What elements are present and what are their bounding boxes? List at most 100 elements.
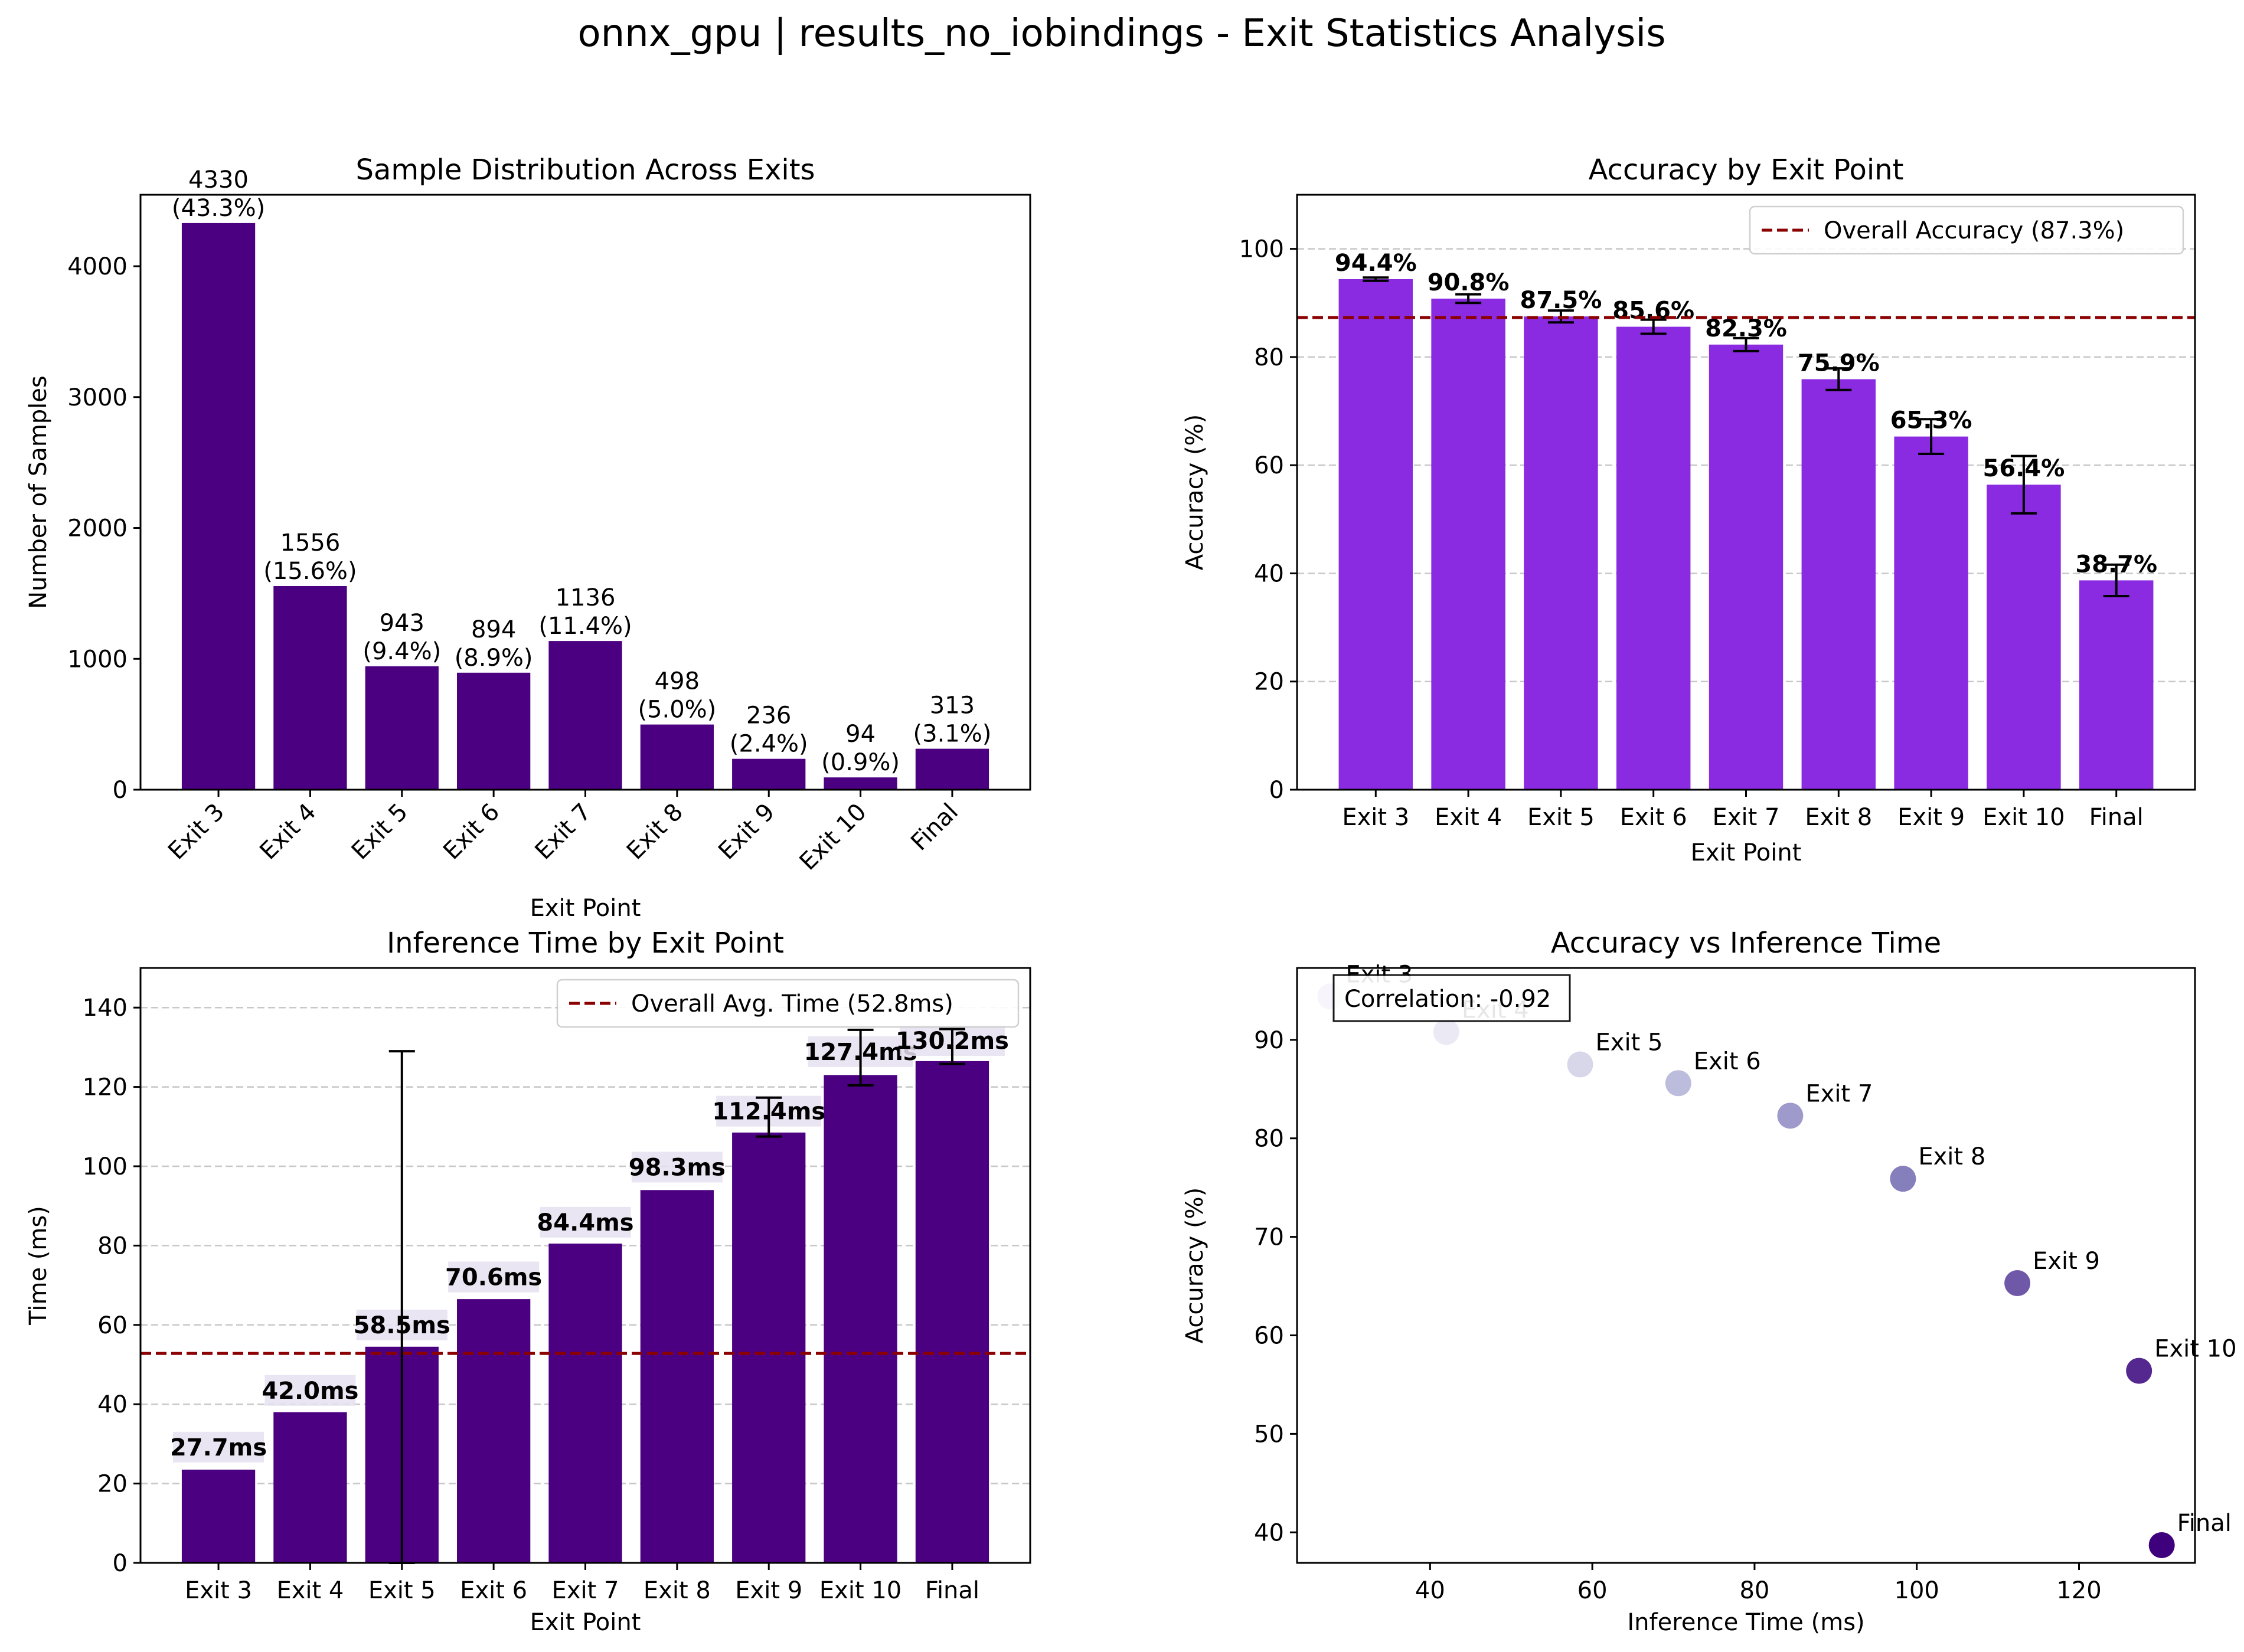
- y-axis-label: Time (ms): [25, 1206, 52, 1326]
- bar-value-label: 94.4%: [1335, 250, 1417, 277]
- bar-value-label: 84.4ms: [537, 1209, 633, 1236]
- bar: [181, 1470, 256, 1563]
- y-tick-label: 60: [1254, 1322, 1284, 1349]
- y-tick-label: 40: [1254, 1519, 1284, 1546]
- x-axis-label: Exit Point: [1691, 839, 1802, 866]
- scatter-point: [1567, 1051, 1593, 1078]
- y-tick-label: 70: [1254, 1224, 1284, 1251]
- bar: [1524, 316, 1598, 790]
- scatter-point: [1777, 1103, 1804, 1129]
- bar-value-label: 90.8%: [1428, 269, 1510, 296]
- bar: [1338, 279, 1413, 790]
- x-tick-label: Final: [2089, 804, 2144, 831]
- y-tick-label: 2000: [67, 515, 128, 542]
- value-label-box: [264, 1375, 356, 1406]
- x-tick-label: Exit 9: [1897, 804, 1965, 831]
- x-tick-label: 40: [1415, 1577, 1445, 1604]
- x-tick-label: Exit 6: [1620, 804, 1687, 831]
- point-label: Exit 7: [1805, 1080, 1873, 1107]
- bar: [640, 724, 714, 790]
- value-label-box: [448, 1261, 540, 1293]
- y-tick-label: 20: [97, 1471, 128, 1498]
- x-tick-label: Exit 8: [1805, 804, 1872, 831]
- accuracy-by-exit-frame: [1296, 194, 2196, 791]
- bar-percent-label: (11.4%): [538, 613, 632, 640]
- x-tick-label: Exit 3: [1342, 804, 1409, 831]
- bar-percent-label: (43.3%): [172, 195, 265, 222]
- x-tick-label: Final: [925, 1577, 979, 1604]
- bar-percent-label: (5.0%): [638, 696, 716, 724]
- legend: [1749, 205, 2184, 255]
- bar: [2079, 580, 2154, 790]
- x-tick-label: Exit 5: [1527, 804, 1595, 831]
- scatter-point: [1665, 1070, 1691, 1097]
- bar: [365, 666, 439, 790]
- bar: [548, 1244, 622, 1563]
- bar: [1431, 298, 1505, 790]
- bar-percent-label: (2.4%): [730, 731, 808, 758]
- bar-value-label: 1136: [556, 584, 616, 611]
- x-tick-label: Exit 8: [644, 1577, 711, 1604]
- y-tick-label: 50: [1254, 1421, 1284, 1448]
- bar-value-label: 98.3ms: [629, 1154, 726, 1181]
- bar-value-label: 85.6%: [1612, 297, 1694, 325]
- x-tick-label: 80: [1739, 1577, 1769, 1604]
- x-tick-label: Exit 5: [368, 1577, 436, 1604]
- y-axis-label: Accuracy (%): [1181, 1188, 1208, 1344]
- axes-title: Accuracy vs Inference Time: [1551, 927, 1941, 960]
- bar-percent-label: (15.6%): [263, 558, 357, 585]
- x-tick-label: 120: [2056, 1577, 2101, 1604]
- x-axis-label: Exit Point: [530, 1609, 641, 1636]
- bar-percent-label: (0.9%): [821, 749, 900, 776]
- point-label: Exit 9: [2033, 1248, 2100, 1275]
- bar: [915, 1061, 989, 1563]
- x-axis-label: Inference Time (ms): [1627, 1609, 1864, 1636]
- bar-value-label: 82.3%: [1705, 315, 1787, 342]
- x-tick-label: Exit 10: [819, 1577, 901, 1604]
- bar: [732, 758, 806, 790]
- bar: [824, 777, 897, 790]
- bar-value-label: 236: [746, 702, 791, 730]
- axes-title: Accuracy by Exit Point: [1589, 153, 1904, 187]
- bar: [1616, 326, 1691, 790]
- point-label: Final: [2177, 1510, 2232, 1537]
- y-tick-label: 100: [1239, 236, 1284, 263]
- y-tick-label: 80: [97, 1232, 128, 1260]
- value-label-box: [540, 1206, 631, 1238]
- x-axis-label: Exit Point: [530, 895, 641, 922]
- scatter-point: [2148, 1532, 2175, 1558]
- bar-value-label: 75.9%: [1798, 349, 1880, 377]
- value-label-box: [631, 1152, 723, 1183]
- correlation-box: [1332, 974, 1571, 1022]
- legend-entry: Overall Accuracy (87.3%): [1824, 217, 2124, 244]
- y-tick-label: 20: [1254, 669, 1284, 696]
- x-tick-label: 100: [1895, 1577, 1939, 1604]
- bar-value-label: 27.7ms: [170, 1434, 267, 1461]
- bar-value-label: 42.0ms: [262, 1378, 358, 1405]
- y-axis-label: Number of Samples: [25, 375, 52, 609]
- scatter-point: [2126, 1357, 2152, 1384]
- bar: [548, 641, 622, 790]
- y-tick-label: 140: [83, 995, 128, 1022]
- y-tick-label: 80: [1254, 344, 1284, 371]
- scatter-point: [2004, 1270, 2031, 1297]
- bar-percent-label: (8.9%): [455, 645, 533, 672]
- accuracy-vs-time-frame: [1296, 967, 2196, 1564]
- bar-value-label: 56.4%: [1983, 455, 2065, 482]
- y-tick-label: 0: [1269, 777, 1284, 804]
- bar: [915, 748, 989, 790]
- correlation-text: Correlation: -0.92: [1344, 986, 1551, 1013]
- x-tick-label: Exit 7: [1713, 804, 1780, 831]
- bar-value-label: 894: [471, 616, 516, 643]
- x-tick-label: 60: [1577, 1577, 1608, 1604]
- y-tick-label: 1000: [67, 646, 128, 673]
- y-tick-label: 120: [83, 1074, 128, 1101]
- panel-accuracy-by-exit: 94.4% Exit 3 90.8% Exit 4 87.5% Exit 5 85.6% Ex…: [1181, 153, 2196, 866]
- y-tick-label: 3000: [67, 384, 128, 411]
- bar: [1894, 436, 1968, 790]
- x-tick-label: Exit 9: [735, 1577, 802, 1604]
- bar-value-label: 498: [655, 668, 700, 695]
- bar: [732, 1132, 806, 1563]
